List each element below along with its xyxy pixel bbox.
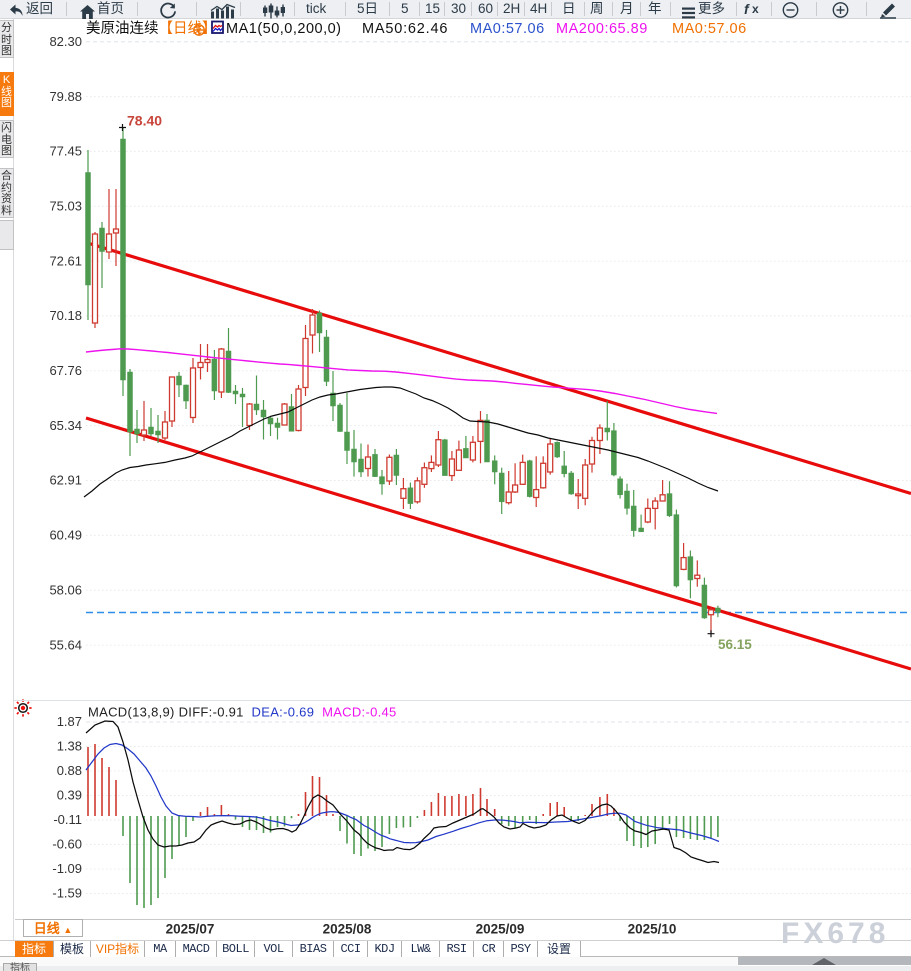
svg-text:MACD(13,8,9) DIFF:-0.91 DEA:-: MACD(13,8,9) DIFF:-0.91 DEA:-0.69 MACD:-… — [88, 705, 397, 720]
svg-text:MA0:57.06: MA0:57.06 — [672, 21, 747, 37]
svg-text:58.06: 58.06 — [49, 582, 82, 597]
svg-text:-1.09: -1.09 — [52, 861, 82, 876]
svg-text:78.40: 78.40 — [127, 113, 162, 129]
svg-text:72.61: 72.61 — [49, 253, 82, 268]
svg-text:1.38: 1.38 — [57, 739, 82, 754]
svg-text:美原油连续【日线】: 美原油连续【日线】 — [86, 20, 217, 37]
svg-text:MA50:62.46: MA50:62.46 — [362, 21, 448, 37]
svg-text:-0.11: -0.11 — [53, 812, 82, 827]
svg-text:70.18: 70.18 — [49, 308, 82, 323]
svg-text:2025/08: 2025/08 — [323, 922, 372, 937]
svg-text:65.34: 65.34 — [49, 418, 82, 433]
svg-text:75.03: 75.03 — [49, 198, 82, 213]
svg-text:MA1(50,0,200,0): MA1(50,0,200,0) — [226, 21, 342, 37]
svg-text:67.76: 67.76 — [49, 363, 82, 378]
svg-text:2025/07: 2025/07 — [166, 922, 215, 937]
svg-text:0.39: 0.39 — [57, 788, 82, 803]
svg-text:60.49: 60.49 — [49, 528, 82, 543]
svg-text:MA0:57.06: MA0:57.06 — [470, 21, 545, 37]
svg-text:56.15: 56.15 — [718, 637, 752, 652]
svg-text:82.30: 82.30 — [49, 34, 82, 49]
svg-text:62.91: 62.91 — [49, 473, 82, 488]
svg-text:-1.59: -1.59 — [52, 886, 82, 901]
svg-text:77.45: 77.45 — [49, 144, 82, 159]
svg-text:0.88: 0.88 — [57, 763, 82, 778]
svg-text:MA200:65.89: MA200:65.89 — [556, 21, 648, 37]
svg-text:2025/09: 2025/09 — [476, 922, 525, 937]
svg-text:55.64: 55.64 — [49, 637, 82, 652]
svg-text:79.88: 79.88 — [49, 89, 82, 104]
svg-text:2025/10: 2025/10 — [628, 922, 677, 937]
svg-text:1.87: 1.87 — [57, 714, 82, 729]
svg-text:-0.60: -0.60 — [52, 837, 82, 852]
